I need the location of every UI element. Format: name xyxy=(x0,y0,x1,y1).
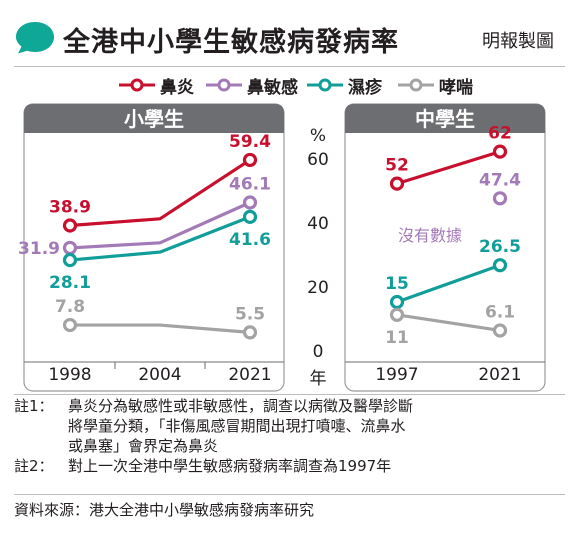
data-point-rhinitis xyxy=(242,152,258,168)
legend-label-asthma: 哮喘 xyxy=(439,77,473,98)
panel-title-secondary: 中學生 xyxy=(415,107,475,131)
legend-marker-asthma xyxy=(398,78,434,92)
chart-title: 全港中小學生敏感病發病率 xyxy=(63,27,399,58)
data-point-rhinitis xyxy=(389,176,405,191)
legend-label-allergic-rhinitis: 鼻敏感 xyxy=(247,77,298,98)
y-tick-label: 0 xyxy=(313,342,324,362)
data-label-eczema: 15 xyxy=(385,274,409,294)
note-2-tag: 註2： xyxy=(14,457,54,475)
legend-marker-allergic-rhinitis xyxy=(206,78,242,92)
x-tick-label: 1998 xyxy=(48,365,91,385)
data-label-asthma: 11 xyxy=(385,328,409,348)
data-label-asthma: 6.1 xyxy=(485,302,515,322)
no-data-annotation: 沒有數據 xyxy=(398,226,462,245)
legend-item-asthma: 哮喘 xyxy=(396,73,473,98)
data-point-asthma xyxy=(62,317,78,333)
data-label-rhinitis: 59.4 xyxy=(229,132,271,152)
source-note: 資料來源：港大全港中小學敏感病發病率研究 xyxy=(14,501,315,519)
series-line-eczema xyxy=(69,215,251,262)
series-line-rhinitis xyxy=(69,158,251,228)
note-1-text: 鼻炎分為敏感性或非敏感性，調查以病徵及醫學診斷 將學童分類，「非傷風感冒期間出現… xyxy=(68,397,414,455)
legend-label-rhinitis: 鼻炎 xyxy=(160,77,194,98)
x-tick-label: 2021 xyxy=(228,365,271,385)
data-point-asthma xyxy=(389,307,405,322)
data-label-rhinitis: 62 xyxy=(488,124,512,144)
note-1: 註1： 鼻炎分為敏感性或非敏感性，調查以病徵及醫學診斷 將學童分類，「非傷風感冒… xyxy=(14,396,569,456)
data-label-eczema: 41.6 xyxy=(229,230,271,250)
y-axis-unit: % xyxy=(310,126,326,146)
legend: 鼻炎 鼻敏感 濕疹 哮喘 xyxy=(0,73,578,98)
data-label-asthma: 5.5 xyxy=(235,304,265,324)
charts-area: 小學生 中學生 % 年 沒有數據 0 20 40 60 1998 2004 2021 38.… xyxy=(18,103,546,392)
divider-notes xyxy=(14,394,565,395)
x-axis-unit: 年 xyxy=(310,369,327,389)
data-label-rhinitis: 38.9 xyxy=(49,198,91,218)
y-tick-label: 40 xyxy=(307,214,329,234)
data-point-eczema xyxy=(242,209,258,224)
header: 全港中小學生敏感病發病率 明報製圖 xyxy=(0,0,578,68)
divider-source xyxy=(14,494,565,495)
note-1-tag: 註1： xyxy=(14,397,54,415)
y-tick-label: 60 xyxy=(307,150,329,170)
y-tick-label: 20 xyxy=(307,278,329,298)
legend-item-allergic-rhinitis: 鼻敏感 xyxy=(204,73,298,98)
legend-marker-eczema xyxy=(307,78,343,92)
data-label-allergic-rhinitis: 31.9 xyxy=(18,239,60,259)
notes: 註1： 鼻炎分為敏感性或非敏感性，調查以病徵及醫學診斷 將學童分類，「非傷風感冒… xyxy=(14,396,569,476)
speech-bubble-icon xyxy=(16,22,54,54)
series-line-asthma xyxy=(70,323,251,334)
legend-item-rhinitis: 鼻炎 xyxy=(117,73,194,98)
data-point-allergic-rhinitis xyxy=(62,240,78,256)
legend-label-eczema: 濕疹 xyxy=(348,77,382,98)
data-point-asthma xyxy=(242,325,258,340)
series-line-allergic-rhinitis xyxy=(69,201,251,250)
x-tick-label: 1997 xyxy=(375,365,418,385)
note-2: 註2： 對上一次全港中學生敏感病發病率調查為1997年 xyxy=(14,456,569,476)
data-label-eczema: 26.5 xyxy=(479,237,521,257)
data-point-allergic-rhinitis xyxy=(242,195,258,210)
data-label-rhinitis: 52 xyxy=(385,156,409,176)
divider xyxy=(14,66,565,67)
legend-item-eczema: 濕疹 xyxy=(305,73,382,98)
data-label-eczema: 28.1 xyxy=(49,273,91,293)
data-point-eczema xyxy=(62,252,78,268)
note-2-text: 對上一次全港中學生敏感病發病率調查為1997年 xyxy=(68,457,392,475)
data-point-allergic-rhinitis xyxy=(492,191,508,206)
data-label-asthma: 7.8 xyxy=(55,297,85,317)
series-line-rhinitis xyxy=(396,150,501,186)
data-label-allergic-rhinitis: 47.4 xyxy=(479,170,521,190)
x-tick-label: 2021 xyxy=(478,365,521,385)
data-point-rhinitis xyxy=(492,144,508,159)
series-line-eczema xyxy=(396,263,501,304)
data-point-eczema xyxy=(492,258,508,273)
panel-title-primary: 小學生 xyxy=(124,107,184,131)
data-point-asthma xyxy=(492,323,508,338)
x-tick-label: 2004 xyxy=(138,365,181,385)
legend-marker-rhinitis xyxy=(119,78,155,92)
series-line-asthma xyxy=(396,313,501,333)
credit-label: 明報製圖 xyxy=(482,31,554,52)
data-point-eczema xyxy=(389,294,405,310)
panel-primary-frame xyxy=(23,103,285,392)
data-label-allergic-rhinitis: 46.1 xyxy=(229,174,271,194)
data-point-rhinitis xyxy=(62,218,78,233)
